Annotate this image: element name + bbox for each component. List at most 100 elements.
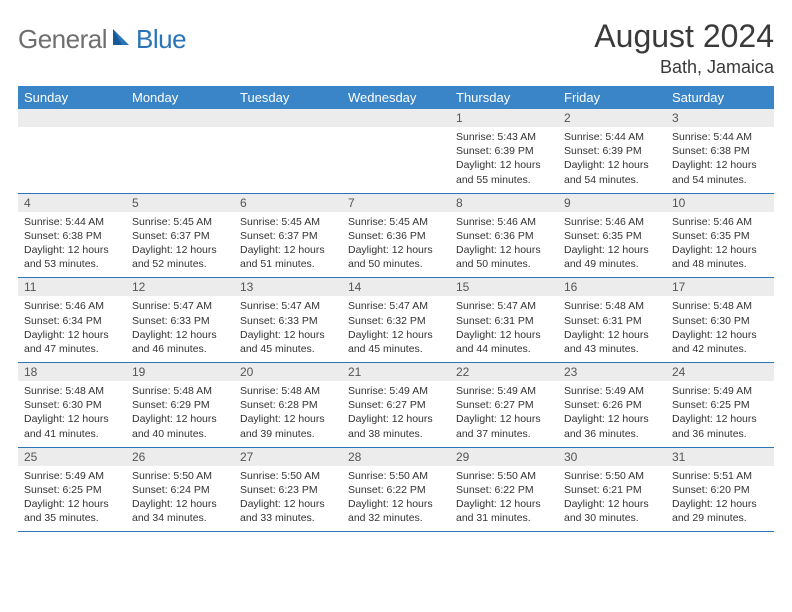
day-detail-line: Sunset: 6:25 PM [672,398,768,412]
day-detail-line: Sunrise: 5:46 AM [564,215,660,229]
day-number: 6 [234,194,342,212]
day-detail-line: Daylight: 12 hours [348,243,444,257]
day-detail-line: and 36 minutes. [672,427,768,441]
day-cell: Sunrise: 5:45 AMSunset: 6:37 PMDaylight:… [234,212,342,278]
day-cell: Sunrise: 5:47 AMSunset: 6:31 PMDaylight:… [450,296,558,362]
day-detail-line: and 34 minutes. [132,511,228,525]
day-detail-line: Sunset: 6:37 PM [240,229,336,243]
day-cell: Sunrise: 5:45 AMSunset: 6:36 PMDaylight:… [342,212,450,278]
day-number [18,109,126,127]
day-detail-line: Daylight: 12 hours [456,158,552,172]
day-detail-line: Daylight: 12 hours [456,412,552,426]
day-cell: Sunrise: 5:46 AMSunset: 6:35 PMDaylight:… [666,212,774,278]
day-cell [126,127,234,193]
day-detail-line: Sunset: 6:27 PM [348,398,444,412]
title-block: August 2024 Bath, Jamaica [594,18,774,78]
day-cell: Sunrise: 5:50 AMSunset: 6:24 PMDaylight:… [126,466,234,532]
day-detail-line: Sunrise: 5:49 AM [348,384,444,398]
day-cell: Sunrise: 5:48 AMSunset: 6:28 PMDaylight:… [234,381,342,447]
day-detail-line: Sunset: 6:27 PM [456,398,552,412]
day-detail-line: Sunrise: 5:47 AM [132,299,228,313]
day-cell: Sunrise: 5:51 AMSunset: 6:20 PMDaylight:… [666,466,774,532]
day-number [126,109,234,127]
day-cell: Sunrise: 5:48 AMSunset: 6:30 PMDaylight:… [666,296,774,362]
day-detail-line: Sunrise: 5:47 AM [240,299,336,313]
day-detail-line: and 39 minutes. [240,427,336,441]
day-number: 12 [126,278,234,296]
day-detail-line: and 33 minutes. [240,511,336,525]
day-detail-line: and 49 minutes. [564,257,660,271]
day-detail-line: and 42 minutes. [672,342,768,356]
day-detail-line: Sunrise: 5:45 AM [132,215,228,229]
day-detail-line: Sunrise: 5:50 AM [348,469,444,483]
day-detail-line: Sunrise: 5:44 AM [24,215,120,229]
day-number: 14 [342,278,450,296]
day-detail-line: Sunset: 6:30 PM [24,398,120,412]
day-detail-line: Daylight: 12 hours [24,497,120,511]
day-detail-line: Sunset: 6:31 PM [456,314,552,328]
day-number: 4 [18,194,126,212]
day-detail-line: and 45 minutes. [348,342,444,356]
day-cell: Sunrise: 5:49 AMSunset: 6:27 PMDaylight:… [450,381,558,447]
day-cell: Sunrise: 5:44 AMSunset: 6:38 PMDaylight:… [666,127,774,193]
day-cell: Sunrise: 5:47 AMSunset: 6:32 PMDaylight:… [342,296,450,362]
day-number: 8 [450,194,558,212]
day-cell: Sunrise: 5:46 AMSunset: 6:34 PMDaylight:… [18,296,126,362]
day-detail-line: Daylight: 12 hours [564,243,660,257]
day-cell [342,127,450,193]
day-detail-line: Daylight: 12 hours [132,328,228,342]
day-number: 1 [450,109,558,127]
day-detail-line: Daylight: 12 hours [456,243,552,257]
day-detail-line: Sunset: 6:24 PM [132,483,228,497]
day-detail-line: Sunrise: 5:45 AM [348,215,444,229]
day-number: 10 [666,194,774,212]
day-number: 17 [666,278,774,296]
day-detail-line: and 53 minutes. [24,257,120,271]
day-detail-line: Sunrise: 5:47 AM [456,299,552,313]
day-cell: Sunrise: 5:46 AMSunset: 6:36 PMDaylight:… [450,212,558,278]
calendar-body: 123Sunrise: 5:43 AMSunset: 6:39 PMDaylig… [18,109,774,532]
day-detail-line: Daylight: 12 hours [348,497,444,511]
day-detail-line: and 54 minutes. [564,173,660,187]
day-detail-line: and 52 minutes. [132,257,228,271]
day-detail-line: Sunset: 6:28 PM [240,398,336,412]
day-cell: Sunrise: 5:48 AMSunset: 6:31 PMDaylight:… [558,296,666,362]
day-detail-line: Daylight: 12 hours [348,412,444,426]
calendar-grid: Sunday Monday Tuesday Wednesday Thursday… [18,86,774,532]
day-detail-line: Daylight: 12 hours [24,328,120,342]
day-detail-line: Sunset: 6:31 PM [564,314,660,328]
day-detail-line: Daylight: 12 hours [240,412,336,426]
day-detail-line: and 44 minutes. [456,342,552,356]
day-detail-line: Sunset: 6:39 PM [456,144,552,158]
day-detail-line: Sunset: 6:26 PM [564,398,660,412]
day-detail-line: Sunrise: 5:50 AM [564,469,660,483]
day-cell: Sunrise: 5:45 AMSunset: 6:37 PMDaylight:… [126,212,234,278]
day-detail-line: Daylight: 12 hours [132,497,228,511]
day-cell: Sunrise: 5:48 AMSunset: 6:29 PMDaylight:… [126,381,234,447]
day-number: 13 [234,278,342,296]
day-number: 26 [126,448,234,466]
day-detail-line: Daylight: 12 hours [672,497,768,511]
weekday-wednesday: Wednesday [342,86,450,109]
day-detail-line: and 37 minutes. [456,427,552,441]
day-detail-line: Daylight: 12 hours [672,243,768,257]
day-detail-line: Sunset: 6:37 PM [132,229,228,243]
day-detail-line: Sunset: 6:30 PM [672,314,768,328]
day-detail-line: Daylight: 12 hours [672,328,768,342]
day-number [234,109,342,127]
day-number: 28 [342,448,450,466]
day-detail-line: Daylight: 12 hours [240,328,336,342]
weekday-friday: Friday [558,86,666,109]
day-detail-line: Sunrise: 5:50 AM [132,469,228,483]
day-number: 16 [558,278,666,296]
logo-text-general: General [18,24,107,55]
day-detail-line: Sunrise: 5:49 AM [672,384,768,398]
logo-sail-icon [111,27,133,52]
day-cell: Sunrise: 5:49 AMSunset: 6:25 PMDaylight:… [666,381,774,447]
day-number: 29 [450,448,558,466]
month-title: August 2024 [594,18,774,55]
day-detail-line: Sunrise: 5:48 AM [240,384,336,398]
day-number: 2 [558,109,666,127]
day-detail-line: and 30 minutes. [564,511,660,525]
day-detail-line: Daylight: 12 hours [24,243,120,257]
